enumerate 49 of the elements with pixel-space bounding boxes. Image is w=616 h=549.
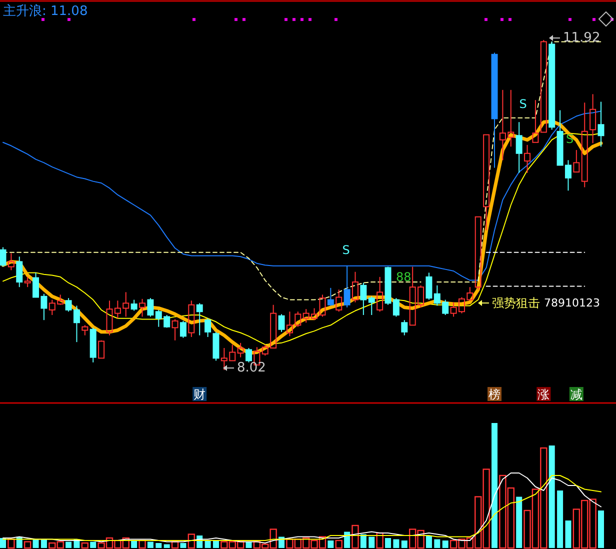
bar (548, 446, 555, 548)
candlestick (516, 122, 522, 174)
bar (147, 542, 154, 548)
candlestick (16, 256, 23, 288)
bar (0, 538, 6, 548)
annotation: 88 (396, 270, 412, 284)
bar (393, 539, 400, 548)
bar (401, 540, 408, 548)
chart-title: 主升浪: 11.08 (3, 3, 88, 19)
bar (385, 538, 392, 548)
candlestick (590, 94, 596, 144)
bar (598, 510, 604, 548)
bar (352, 524, 359, 549)
bar (376, 532, 384, 549)
bar (188, 534, 196, 549)
bar (557, 490, 564, 548)
bar (426, 536, 432, 548)
bar (131, 540, 138, 548)
annotation: 强势狙击 (492, 296, 540, 310)
bar (24, 541, 32, 549)
annotation: 8.02 (237, 360, 266, 376)
bar (344, 532, 350, 548)
annotation: S (342, 243, 350, 257)
bar (81, 542, 89, 549)
bar (516, 496, 522, 548)
bar (180, 543, 186, 548)
bar (442, 540, 448, 548)
bar (90, 542, 96, 548)
bar (328, 540, 334, 548)
bar (164, 544, 170, 548)
bar (335, 540, 342, 549)
bar (360, 534, 366, 548)
bar (156, 543, 162, 548)
bar (204, 540, 211, 548)
bar (492, 423, 498, 548)
annotation: S (566, 132, 574, 146)
bar (171, 541, 179, 549)
annotation: 78910123 (544, 296, 600, 310)
bar (66, 542, 72, 548)
candlestick (237, 342, 244, 358)
bar (434, 539, 440, 548)
candlestick (598, 101, 604, 148)
bar (138, 540, 146, 549)
bar (565, 520, 572, 548)
bar (368, 536, 375, 548)
candlestick (524, 144, 531, 174)
bar (212, 540, 219, 548)
bar (8, 538, 15, 549)
annotation: S (519, 97, 527, 111)
